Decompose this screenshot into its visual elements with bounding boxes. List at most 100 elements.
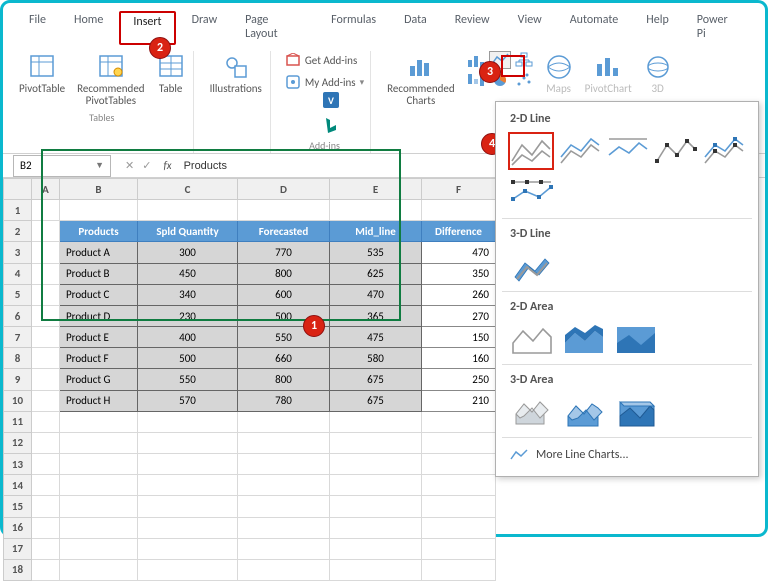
cell[interactable] [32,517,60,538]
cell[interactable] [60,559,138,580]
cell[interactable]: Product A [60,242,138,263]
my-addins-button[interactable]: My Add-ins ▾ [285,73,364,91]
cell[interactable] [330,496,422,517]
cell[interactable] [32,454,60,475]
bing-icon[interactable] [322,116,340,137]
recommended-pivot-button[interactable]: Recommended PivotTables [75,51,146,109]
cell[interactable] [238,411,330,432]
cell[interactable] [422,432,496,453]
row-header[interactable]: 14 [4,475,32,496]
cell[interactable]: Product B [60,263,138,284]
tab-review[interactable]: Review [443,11,502,45]
tab-draw[interactable]: Draw [180,11,230,45]
row-header[interactable]: 8 [4,348,32,369]
chart-line-100stacked[interactable] [606,132,650,170]
cell[interactable]: Product D [60,305,138,326]
row-header[interactable]: 18 [4,559,32,580]
cell[interactable] [422,200,496,221]
cell[interactable] [330,559,422,580]
cell[interactable] [60,517,138,538]
cell[interactable] [32,432,60,453]
cell[interactable]: Difference [422,221,496,242]
cell[interactable]: Forecasted [238,221,330,242]
cell[interactable] [60,432,138,453]
cell[interactable]: 500 [138,348,238,369]
cell[interactable] [422,454,496,475]
name-box[interactable]: B2 ▼ [13,155,111,177]
cell[interactable] [238,475,330,496]
cell[interactable] [330,454,422,475]
tab-formulas[interactable]: Formulas [319,11,388,45]
chart-line-100stacked-markers[interactable] [508,174,556,212]
cell[interactable] [422,496,496,517]
cell[interactable]: 770 [238,242,330,263]
hierarchy-chart-icon[interactable] [513,51,535,69]
cell[interactable] [330,200,422,221]
row-header[interactable]: 9 [4,369,32,390]
chart-line-markers[interactable] [654,132,698,170]
cell[interactable] [60,200,138,221]
cell[interactable] [422,517,496,538]
cell[interactable]: 550 [138,369,238,390]
cell[interactable]: 580 [330,348,422,369]
chart-3d-line[interactable] [508,247,556,285]
cell[interactable] [238,432,330,453]
cell[interactable] [32,475,60,496]
row-header[interactable]: 5 [4,284,32,305]
row-header[interactable]: 3 [4,242,32,263]
row-header[interactable]: 12 [4,432,32,453]
cell[interactable] [60,538,138,559]
cell[interactable]: 450 [138,263,238,284]
visio-icon[interactable]: V [322,91,340,112]
cell[interactable] [32,369,60,390]
chart-area-100stacked[interactable] [612,320,660,358]
cell[interactable]: Product G [60,369,138,390]
tab-view[interactable]: View [506,11,554,45]
chart-3d-area-stacked[interactable] [560,393,608,431]
cell[interactable]: 270 [422,305,496,326]
cell[interactable] [32,348,60,369]
cell[interactable] [32,284,60,305]
cell[interactable]: 470 [422,242,496,263]
cell[interactable] [422,475,496,496]
cell[interactable] [138,517,238,538]
chart-area-stacked[interactable] [560,320,608,358]
cell[interactable] [60,496,138,517]
cell[interactable]: 800 [238,369,330,390]
cell[interactable] [32,200,60,221]
cell[interactable] [330,432,422,453]
row-header[interactable]: 16 [4,517,32,538]
cell[interactable]: 800 [238,263,330,284]
col-header[interactable]: C [138,179,238,200]
cell[interactable]: Product H [60,390,138,411]
cell[interactable] [238,454,330,475]
cell[interactable]: 365 [330,305,422,326]
cell[interactable] [138,411,238,432]
cell[interactable] [138,200,238,221]
row-header[interactable]: 6 [4,305,32,326]
row-header[interactable]: 11 [4,411,32,432]
cell[interactable] [60,475,138,496]
cell[interactable]: 210 [422,390,496,411]
cell[interactable] [32,390,60,411]
cell[interactable]: 230 [138,305,238,326]
row-header[interactable]: 7 [4,327,32,348]
cell[interactable]: 675 [330,369,422,390]
enter-icon[interactable]: ✓ [142,159,151,172]
cell[interactable]: Products [60,221,138,242]
cell[interactable] [422,538,496,559]
row-header[interactable]: 2 [4,221,32,242]
chart-area[interactable] [508,320,556,358]
cell[interactable]: 475 [330,327,422,348]
row-header[interactable]: 4 [4,263,32,284]
cell[interactable] [330,538,422,559]
cancel-icon[interactable]: ✕ [125,159,134,172]
tab-help[interactable]: Help [634,11,681,45]
chart-line-stacked-markers[interactable] [702,132,746,170]
row-header[interactable]: 13 [4,454,32,475]
cell[interactable] [330,517,422,538]
illustrations-button[interactable]: Illustrations [208,51,264,97]
cell[interactable] [32,411,60,432]
tab-powerpi[interactable]: Power Pi [685,11,751,45]
cell[interactable] [32,559,60,580]
